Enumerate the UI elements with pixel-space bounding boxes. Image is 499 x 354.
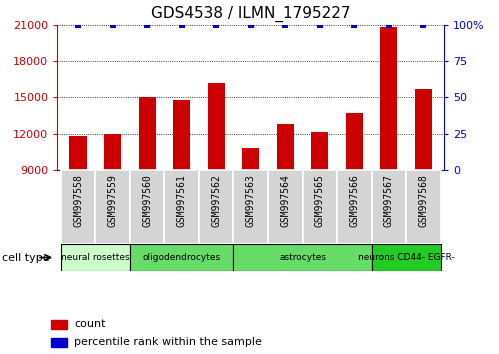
Text: GSM997563: GSM997563 (246, 174, 256, 227)
Bar (346, 113, 363, 279)
Text: percentile rank within the sample: percentile rank within the sample (74, 337, 262, 347)
Text: oligodendrocytes: oligodendrocytes (143, 253, 221, 262)
Bar (130, 244, 234, 271)
Bar (337, 170, 372, 244)
Point (109, 22, 117, 28)
Bar (276, 124, 294, 279)
Bar (130, 170, 165, 244)
Text: cell type: cell type (2, 252, 50, 263)
Bar (61, 170, 95, 244)
Text: GSM997558: GSM997558 (73, 174, 83, 227)
Point (350, 22, 358, 28)
Bar (61, 244, 130, 271)
Point (385, 22, 393, 28)
Text: neurons CD44- EGFR-: neurons CD44- EGFR- (358, 253, 455, 262)
Bar (415, 89, 432, 279)
Bar (380, 27, 398, 279)
Bar (104, 133, 121, 279)
Text: neural rosettes: neural rosettes (61, 253, 130, 262)
Text: GSM997568: GSM997568 (418, 174, 429, 227)
Text: GSM997560: GSM997560 (142, 174, 152, 227)
Bar (372, 244, 441, 271)
Bar (51, 338, 67, 347)
Bar (311, 132, 328, 279)
Bar (165, 170, 199, 244)
Text: GSM997559: GSM997559 (108, 174, 118, 227)
Bar (95, 170, 130, 244)
Point (419, 22, 427, 28)
Bar (51, 320, 67, 329)
Point (247, 22, 255, 28)
Bar (372, 170, 406, 244)
Point (178, 22, 186, 28)
Text: GSM997561: GSM997561 (177, 174, 187, 227)
Bar (173, 100, 190, 279)
Text: astrocytes: astrocytes (279, 253, 326, 262)
Text: GSM997566: GSM997566 (349, 174, 359, 227)
Bar (234, 244, 372, 271)
Bar (268, 170, 302, 244)
Text: GSM997567: GSM997567 (384, 174, 394, 227)
Bar (234, 170, 268, 244)
Bar (208, 83, 225, 279)
Bar (302, 170, 337, 244)
Point (74, 22, 82, 28)
Bar (69, 136, 87, 279)
Bar (199, 170, 234, 244)
Text: GSM997565: GSM997565 (315, 174, 325, 227)
Bar (139, 97, 156, 279)
Bar (406, 170, 441, 244)
Point (212, 22, 220, 28)
Text: GSM997564: GSM997564 (280, 174, 290, 227)
Text: count: count (74, 319, 106, 329)
Point (316, 22, 324, 28)
Point (281, 22, 289, 28)
Point (143, 22, 151, 28)
Text: GSM997562: GSM997562 (211, 174, 221, 227)
Bar (242, 148, 259, 279)
Title: GDS4538 / ILMN_1795227: GDS4538 / ILMN_1795227 (151, 6, 350, 22)
